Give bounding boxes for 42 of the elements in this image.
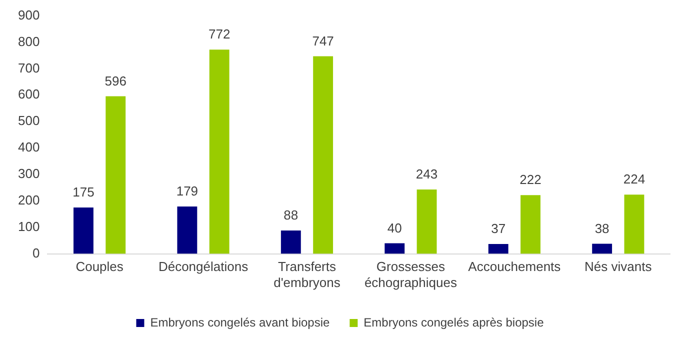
y-tick-label: 700 [18, 60, 40, 76]
x-tick-label: Décongélations [158, 259, 249, 274]
bar [209, 50, 230, 254]
data-label: 37 [491, 221, 506, 236]
x-tick-label: Grossesses échographiques [364, 259, 458, 290]
data-label: 596 [104, 73, 126, 88]
y-tick-label: 500 [18, 113, 40, 128]
y-tick-label: 300 [18, 166, 40, 182]
bar [520, 195, 540, 254]
y-tick-label: 600 [18, 86, 40, 102]
bar [592, 244, 612, 254]
bar [177, 206, 198, 254]
x-tick-label: Couples [76, 259, 124, 274]
data-label: 224 [623, 172, 646, 187]
data-label: 38 [594, 220, 610, 236]
data-label: 40 [387, 220, 402, 236]
data-label: 772 [208, 26, 230, 42]
x-tick-label: Nés vivants [584, 259, 652, 274]
bar [624, 194, 644, 254]
x-tick-label: Transferts d'embryons [274, 259, 341, 290]
x-tick-label: Accouchements [468, 259, 562, 274]
y-tick-label: 100 [18, 218, 40, 234]
bar [106, 96, 126, 254]
bar [384, 243, 405, 254]
bar [280, 230, 301, 254]
bar [416, 190, 437, 254]
legend-label: Embryons congelés avant biopsie [150, 315, 330, 330]
bar [313, 56, 334, 254]
data-label: 179 [176, 184, 198, 199]
data-label: 88 [284, 208, 298, 223]
data-label: 747 [312, 33, 334, 48]
y-tick-label: 800 [18, 34, 40, 49]
data-label: 222 [520, 172, 542, 188]
data-label: 175 [72, 184, 94, 200]
y-tick-label: 200 [18, 192, 40, 208]
bar [74, 208, 94, 254]
bar [488, 244, 508, 254]
y-tick-label: 900 [18, 7, 40, 22]
legend-label: Embryons congelés après biopsie [364, 315, 544, 330]
y-tick-label: 0 [32, 245, 40, 260]
y-tick-label: 400 [18, 140, 40, 155]
data-label: 243 [416, 166, 438, 182]
